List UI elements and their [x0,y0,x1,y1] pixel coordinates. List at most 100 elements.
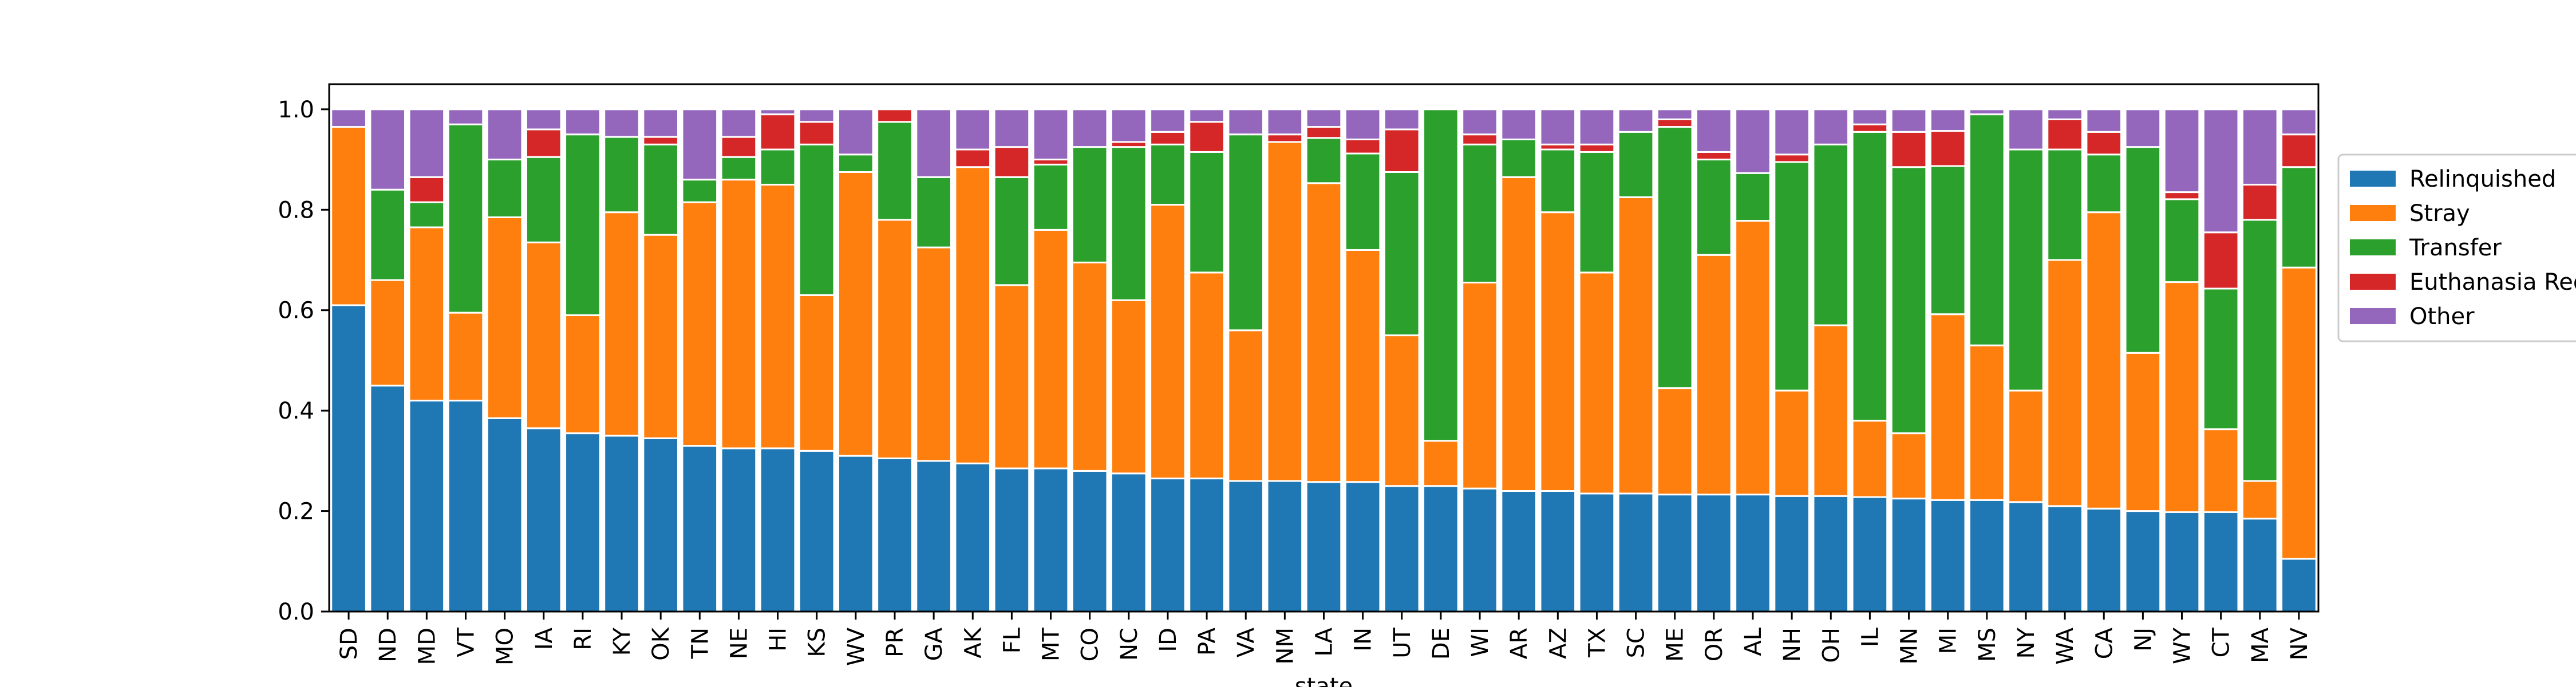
bar-segment-nc-other [1110,108,1147,143]
x-tick-label-fl: FL [999,627,1025,653]
bar-segment-vt-stray [447,312,484,402]
bar-segment-nd-other [369,108,406,191]
bar-segment-sc-other [1617,108,1654,133]
bar-segment-wy-relinquished [2163,511,2200,613]
bar-segment-md-stray [408,226,445,402]
bar-segment-wi-transfer [1461,143,1498,283]
bar-segment-nd-relinquished [369,384,406,613]
bar-segment-nj-stray [2124,352,2162,512]
bar-segment-wv-relinquished [837,455,874,613]
bar-segment-wy-other [2163,108,2200,194]
bar-segment-or-transfer [1696,159,1732,256]
y-tick-label: 0.0 [278,599,314,625]
bar-segment-mo-stray [486,216,523,419]
bar-segment-mo-other [486,108,523,161]
bar-segment-wi-other [1461,108,1498,136]
bar-segment-ok-other [642,108,679,138]
bar-segment-az-stray [1539,211,1577,492]
bar-segment-id-other [1149,108,1186,133]
bar-segment-wa-relinquished [2046,505,2083,613]
bar-segment-tx-relinquished [1578,492,1615,613]
bar-segment-ky-relinquished [603,435,640,613]
bar-segment-la-transfer [1305,137,1342,184]
bar-segment-mi-other [1929,108,1966,132]
bar-segment-or-relinquished [1696,494,1732,613]
legend-label-relinquished: Relinquished [2409,166,2556,192]
x-axis-label: state [1295,673,1353,687]
bar-segment-ms-other [1969,108,2005,116]
bar-segment-ne-stray [720,179,757,450]
bar-segment-ca-euthanasia-requested [2085,131,2123,156]
bar-segment-ky-other [603,108,640,138]
bar-segment-id-relinquished [1149,478,1186,613]
x-tick-label-mi: MI [1935,628,1962,654]
bar-segment-ky-stray [603,211,640,437]
bar-segment-fl-euthanasia-requested [993,146,1030,178]
bar-segment-al-other [1735,108,1771,174]
bar-segment-mn-relinquished [1890,498,1927,613]
x-tick-label-sd: SD [336,628,362,660]
x-tick-label-sc: SC [1623,628,1650,658]
bar-segment-tx-euthanasia-requested [1578,143,1615,153]
bar-segment-mi-stray [1929,313,1966,501]
bar-segment-mt-transfer [1032,163,1069,231]
x-tick-label-hi: HI [765,628,792,652]
x-tick-label-wv: WV [843,627,870,666]
bar-segment-pr-euthanasia-requested [876,108,913,123]
x-tick-label-ct: CT [2208,627,2235,657]
bar-segment-ut-stray [1383,334,1420,487]
bar-segment-ca-stray [2085,211,2123,510]
bar-segment-pr-transfer [876,121,913,221]
bar-segment-ca-other [2085,108,2123,133]
bar-segment-in-relinquished [1344,481,1381,613]
x-tick-label-ar: AR [1506,628,1532,659]
bar-segment-nd-stray [369,279,406,387]
bar-segment-ok-stray [642,234,679,439]
bar-segment-fl-transfer [993,176,1030,286]
bar-segment-oh-transfer [1812,143,1850,326]
bar-segment-wa-other [2046,108,2083,120]
bar-segment-ar-stray [1500,176,1538,492]
bar-segment-ut-euthanasia-requested [1383,128,1420,173]
x-tick-label-pr: PR [882,628,908,657]
bar-segment-nj-other [2124,108,2162,148]
legend: Relinquished Stray Transfer Euthanasia Requ… [2337,153,2576,342]
bar-segment-la-stray [1305,182,1342,483]
bar-segment-ny-other [2008,108,2044,151]
bar-segment-tx-other [1578,108,1615,145]
y-axis: 0.0 0.2 0.4 0.6 0.8 1.0 [278,97,329,625]
y-tick-label: 0.2 [278,499,314,525]
bar-segment-nc-relinquished [1110,472,1147,613]
bar-segment-tn-other [681,108,718,181]
bar-segment-wv-transfer [837,153,874,173]
bar-segment-ny-transfer [2008,148,2044,392]
bar-segment-ks-euthanasia-requested [798,121,835,145]
x-tick-label-nm: NM [1272,628,1298,664]
bar-segment-vt-transfer [447,123,484,314]
bar-segment-nm-other [1266,108,1303,136]
x-tick-label-de: DE [1428,628,1455,660]
bar-segment-il-transfer [1851,131,1888,422]
bar-segment-ks-other [798,108,835,123]
bar-segment-ri-relinquished [564,432,601,613]
x-tick-label-nd: ND [375,628,401,663]
bar-segment-il-euthanasia-requested [1851,123,1888,133]
bar-segment-nv-transfer [2281,166,2317,269]
bar-segment-wa-transfer [2046,148,2083,261]
bar-segment-oh-stray [1812,324,1850,497]
bar-segment-co-relinquished [1071,470,1108,613]
bar-segment-il-other [1851,108,1888,125]
x-tick-label-ky: KY [609,627,635,656]
legend-label-other: Other [2409,303,2475,330]
legend-label-stray: Stray [2409,200,2470,227]
bar-segment-pa-transfer [1188,151,1225,274]
bar-segment-al-stray [1735,220,1771,496]
bar-segment-la-euthanasia-requested [1305,126,1342,139]
x-tick-label-wy: WY [2170,627,2196,664]
bar-segment-va-stray [1227,329,1265,482]
bar-segment-il-stray [1851,420,1888,498]
bar-segment-ma-relinquished [2241,518,2278,613]
bar-segment-me-relinquished [1656,494,1693,613]
bar-segment-in-euthanasia-requested [1344,138,1381,155]
